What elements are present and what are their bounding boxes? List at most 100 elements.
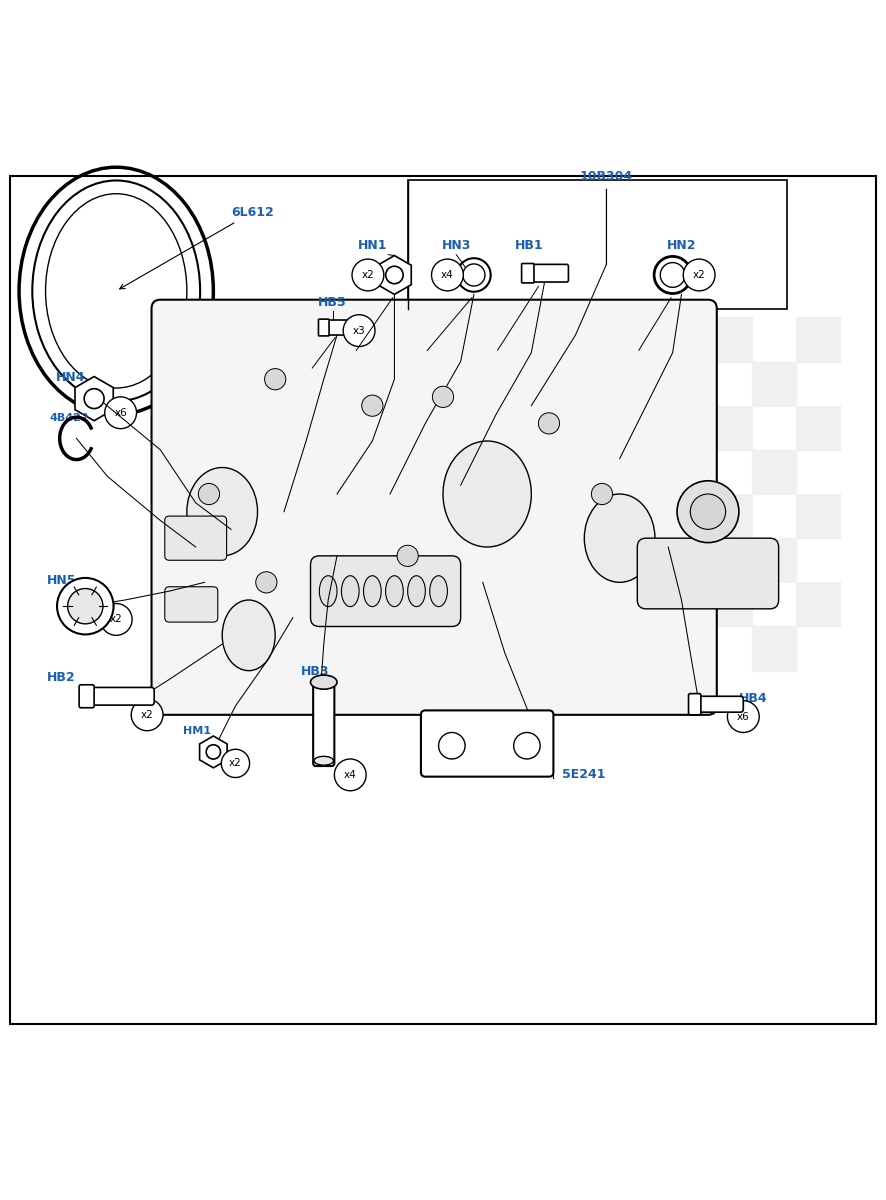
Circle shape	[439, 732, 465, 758]
Text: HN5: HN5	[47, 574, 77, 587]
Text: c  a  t  a  l  o  g  u  e: c a t a l o g u e	[239, 590, 435, 610]
Bar	[487, 361, 532, 406]
FancyBboxPatch shape	[322, 320, 356, 335]
FancyBboxPatch shape	[165, 587, 218, 622]
Ellipse shape	[584, 494, 655, 582]
Circle shape	[131, 698, 163, 731]
Bar	[619, 494, 664, 538]
Circle shape	[591, 484, 612, 505]
Bar	[797, 406, 841, 450]
Bar	[752, 361, 797, 406]
FancyBboxPatch shape	[318, 319, 329, 336]
Text: x6: x6	[114, 408, 127, 418]
FancyBboxPatch shape	[522, 264, 534, 283]
Polygon shape	[75, 377, 113, 421]
Ellipse shape	[408, 576, 425, 607]
Text: HB2: HB2	[47, 671, 76, 684]
Bar	[664, 361, 708, 406]
Bar	[797, 317, 841, 361]
Bar	[619, 406, 664, 450]
Circle shape	[206, 745, 221, 760]
Circle shape	[397, 545, 418, 566]
Circle shape	[256, 571, 277, 593]
Text: 4B422: 4B422	[50, 413, 89, 422]
Text: x2: x2	[693, 270, 705, 280]
FancyBboxPatch shape	[525, 264, 569, 282]
Bar	[708, 494, 752, 538]
Bar	[532, 582, 576, 626]
Text: x3: x3	[353, 325, 365, 336]
Ellipse shape	[385, 576, 403, 607]
Circle shape	[727, 701, 759, 732]
Circle shape	[84, 389, 104, 408]
FancyBboxPatch shape	[692, 696, 743, 712]
Text: HN1: HN1	[358, 239, 387, 252]
Circle shape	[683, 259, 715, 290]
Polygon shape	[199, 736, 227, 768]
Bar	[708, 406, 752, 450]
Bar	[664, 552, 752, 574]
Bar	[576, 626, 619, 671]
FancyBboxPatch shape	[165, 516, 227, 560]
Text: HM1: HM1	[183, 726, 212, 737]
Circle shape	[57, 578, 113, 635]
Circle shape	[677, 481, 739, 542]
Ellipse shape	[314, 756, 333, 766]
Bar	[664, 450, 708, 494]
Circle shape	[105, 397, 136, 428]
Bar	[752, 538, 797, 582]
Text: x2: x2	[141, 710, 153, 720]
FancyBboxPatch shape	[421, 710, 554, 776]
Ellipse shape	[341, 576, 359, 607]
Circle shape	[432, 386, 454, 408]
Bar	[576, 361, 619, 406]
FancyBboxPatch shape	[310, 556, 461, 626]
Bar	[797, 494, 841, 538]
Ellipse shape	[319, 576, 337, 607]
Text: HB5: HB5	[318, 296, 347, 308]
Bar	[487, 626, 532, 671]
Ellipse shape	[363, 576, 381, 607]
Text: HB4: HB4	[739, 691, 767, 704]
Circle shape	[361, 395, 383, 416]
Bar	[619, 582, 664, 626]
Bar	[664, 626, 708, 671]
Circle shape	[198, 484, 220, 505]
Ellipse shape	[430, 576, 447, 607]
Text: HN4: HN4	[56, 371, 86, 384]
Bar	[619, 317, 664, 361]
Text: x4: x4	[344, 770, 357, 780]
FancyBboxPatch shape	[152, 300, 717, 715]
Text: x2: x2	[229, 758, 242, 768]
Polygon shape	[377, 256, 411, 294]
Bar	[752, 450, 797, 494]
Circle shape	[385, 266, 403, 283]
Ellipse shape	[222, 600, 276, 671]
Bar	[487, 538, 532, 582]
Bar	[797, 582, 841, 626]
Bar	[532, 406, 576, 450]
Text: x6: x6	[737, 712, 750, 721]
Bar	[576, 538, 619, 582]
Ellipse shape	[310, 676, 337, 689]
Bar	[708, 317, 752, 361]
FancyBboxPatch shape	[82, 688, 154, 706]
Circle shape	[343, 314, 375, 347]
Circle shape	[539, 413, 560, 434]
Ellipse shape	[443, 442, 532, 547]
Text: HB1: HB1	[516, 239, 544, 252]
Bar	[487, 450, 532, 494]
Text: HN2: HN2	[667, 239, 696, 252]
Circle shape	[334, 758, 366, 791]
Circle shape	[514, 732, 540, 758]
Bar	[752, 626, 797, 671]
FancyBboxPatch shape	[313, 682, 334, 766]
Text: 5E241: 5E241	[563, 768, 606, 781]
Bar	[532, 317, 576, 361]
Circle shape	[265, 368, 286, 390]
Text: x2: x2	[361, 270, 374, 280]
Text: HB3: HB3	[300, 665, 330, 678]
Bar	[532, 494, 576, 538]
Bar	[664, 538, 708, 582]
Bar	[708, 582, 752, 626]
